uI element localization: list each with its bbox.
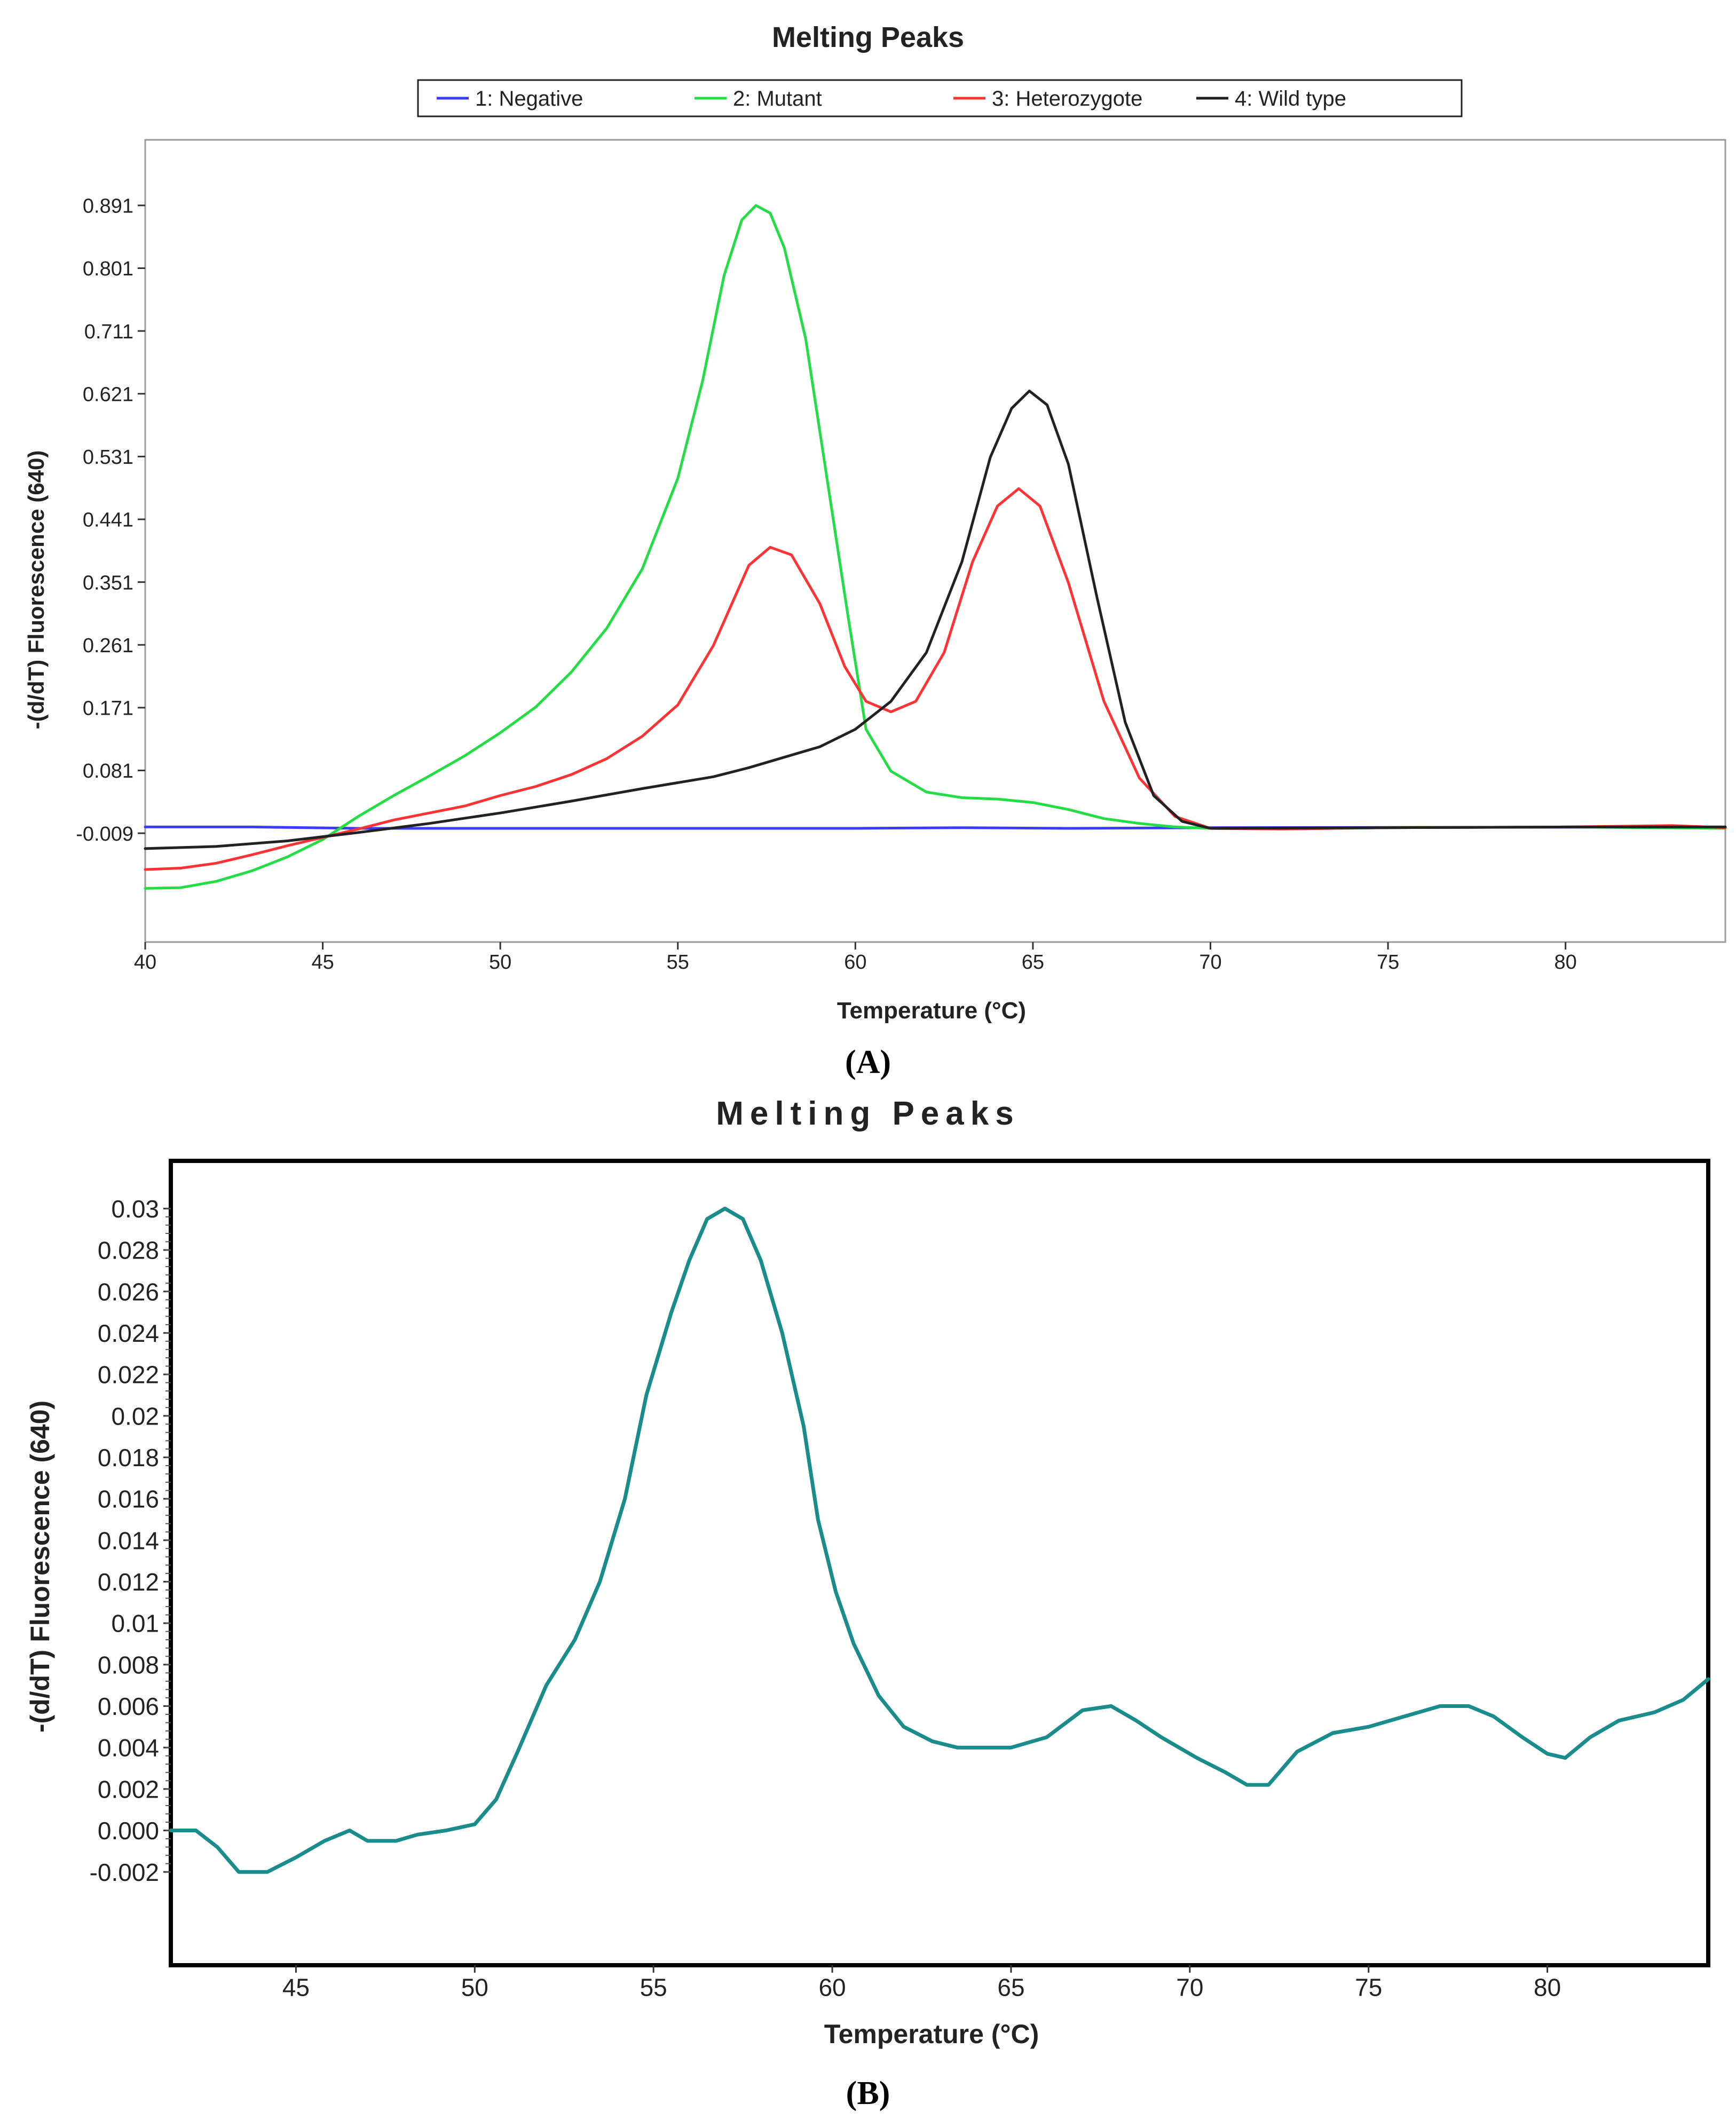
panel-a-series-1-negative xyxy=(144,825,1727,830)
panel-b-y-tick-label: 0.028 xyxy=(98,1237,159,1264)
panel-a-series-4-wild-type xyxy=(144,390,1727,850)
panel-a-x-tick-label: 70 xyxy=(1199,951,1221,974)
panel-b-y-tick-label: 0.024 xyxy=(98,1319,159,1347)
legend-label-2-mutant: 2: Mutant xyxy=(733,87,822,110)
panel-a-x-tick-label: 55 xyxy=(667,951,689,974)
panel-a-y-tick-label: 0.441 xyxy=(83,509,133,532)
panel-a-y-tick-label: 0.891 xyxy=(83,195,133,218)
panel-b-y-tick-label: 0.004 xyxy=(98,1734,159,1762)
panel-b-title: Melting Peaks xyxy=(716,1095,1020,1132)
panel-b-x-tick-label: 50 xyxy=(461,1974,488,2002)
panel-a-x-tick-label: 50 xyxy=(489,951,511,974)
panel-a-title: Melting Peaks xyxy=(772,21,964,53)
panel-b-y-tick-label: 0.01 xyxy=(111,1610,159,1638)
panel-b-x-tick-label: 70 xyxy=(1176,1974,1203,2002)
panel-a-x-tick-label: 45 xyxy=(311,951,334,974)
panel-a-y-tick-label: 0.171 xyxy=(83,698,133,720)
panel-b-plot: -0.002 0.000 0.002 0.004 0.006 0.008 0.01 0.012… xyxy=(90,1159,1710,2002)
panel-a-y-tick-label: 0.531 xyxy=(83,446,133,469)
panel-a-y-tick-label: 0.081 xyxy=(83,760,133,782)
panel-a-x-tick-label: 75 xyxy=(1377,951,1399,974)
panel-b-x-tick-label: 80 xyxy=(1534,1974,1561,2002)
panel-b-x-tick-label: 45 xyxy=(282,1974,310,2002)
panel-a-y-tick-label: 0.261 xyxy=(83,635,133,657)
panel-b-y-tick-label: 0.012 xyxy=(98,1568,159,1596)
legend-label-4-wild-type: 4: Wild type xyxy=(1235,87,1346,110)
panel-b-y-tick-label: 0.02 xyxy=(111,1402,159,1430)
panel-a-y-tick-label: 0.351 xyxy=(83,572,133,594)
panel-b: Melting Peaks -0.002 0.000 0.002 0.004 0.006… xyxy=(25,1095,1710,2111)
panel-b-y-tick-label: 0.03 xyxy=(111,1195,159,1223)
panel-b-y-tick-label: 0.002 xyxy=(98,1775,159,1803)
panel-b-y-tick-label: 0.026 xyxy=(98,1278,159,1306)
panel-b-y-tick-label: -0.002 xyxy=(90,1858,159,1886)
panel-a-x-tick-label: 80 xyxy=(1554,951,1577,974)
panel-b-x-tick-label: 60 xyxy=(818,1974,846,2002)
panel-a-x-tick-label: 65 xyxy=(1022,951,1044,974)
panel-a-y-tick-label: 0.801 xyxy=(83,258,133,280)
panel-b-x-tick-label: 65 xyxy=(997,1974,1024,2002)
panel-b-x-axis-label: Temperature (°C) xyxy=(824,2019,1039,2049)
panel-b-y-tick-label: 0.000 xyxy=(98,1817,159,1845)
panel-b-y-tick-label: 0.022 xyxy=(98,1361,159,1389)
legend-box xyxy=(417,79,1463,117)
panel-b-x-tick-label: 55 xyxy=(640,1974,667,2002)
panel-b-series-sample xyxy=(169,1206,1710,1874)
panel-b-y-tick-label: 0.018 xyxy=(98,1444,159,1472)
panel-b-y-axis-label: -(d/dT) Fluorescence (640) xyxy=(25,1401,55,1733)
panel-b-y-tick-label: 0.016 xyxy=(98,1485,159,1513)
panel-a-x-tick-label: 60 xyxy=(844,951,866,974)
panel-a-x-tick-label: 40 xyxy=(134,951,156,974)
panel-a-y-tick-label: -0.009 xyxy=(76,823,133,845)
panel-a: Melting Peaks 1: Negative 2: Mutant 3: Het… xyxy=(23,21,1727,1080)
panel-a-legend: 1: Negative 2: Mutant 3: Heterozygote 4: Wi… xyxy=(417,79,1463,117)
panel-a-plot: -0.009 0.081 0.171 0.261 0.351 0.441 0.531 0.62… xyxy=(76,139,1727,974)
panel-a-label: (A) xyxy=(845,1044,891,1080)
panel-b-label: (B) xyxy=(846,2075,890,2111)
panel-b-y-tick-label: 0.006 xyxy=(98,1692,159,1720)
panel-b-x-tick-label: 75 xyxy=(1355,1974,1382,2002)
panel-a-series-2-mutant xyxy=(144,204,1727,890)
legend-label-3-heterozygote: 3: Heterozygote xyxy=(992,87,1142,110)
legend-label-1-negative: 1: Negative xyxy=(475,87,583,110)
panel-a-y-tick-label: 0.621 xyxy=(83,383,133,406)
panel-a-plot-frame xyxy=(144,139,1726,943)
panel-b-y-tick-label: 0.008 xyxy=(98,1651,159,1679)
panel-b-y-tick-label: 0.014 xyxy=(98,1526,159,1554)
panel-a-x-axis-label: Temperature (°C) xyxy=(837,998,1026,1024)
panel-a-y-axis-label: -(d/dT) Fluorescence (640) xyxy=(23,450,49,730)
panel-b-plot-frame xyxy=(169,1159,1710,1967)
panel-a-y-tick-label: 0.711 xyxy=(84,321,133,343)
